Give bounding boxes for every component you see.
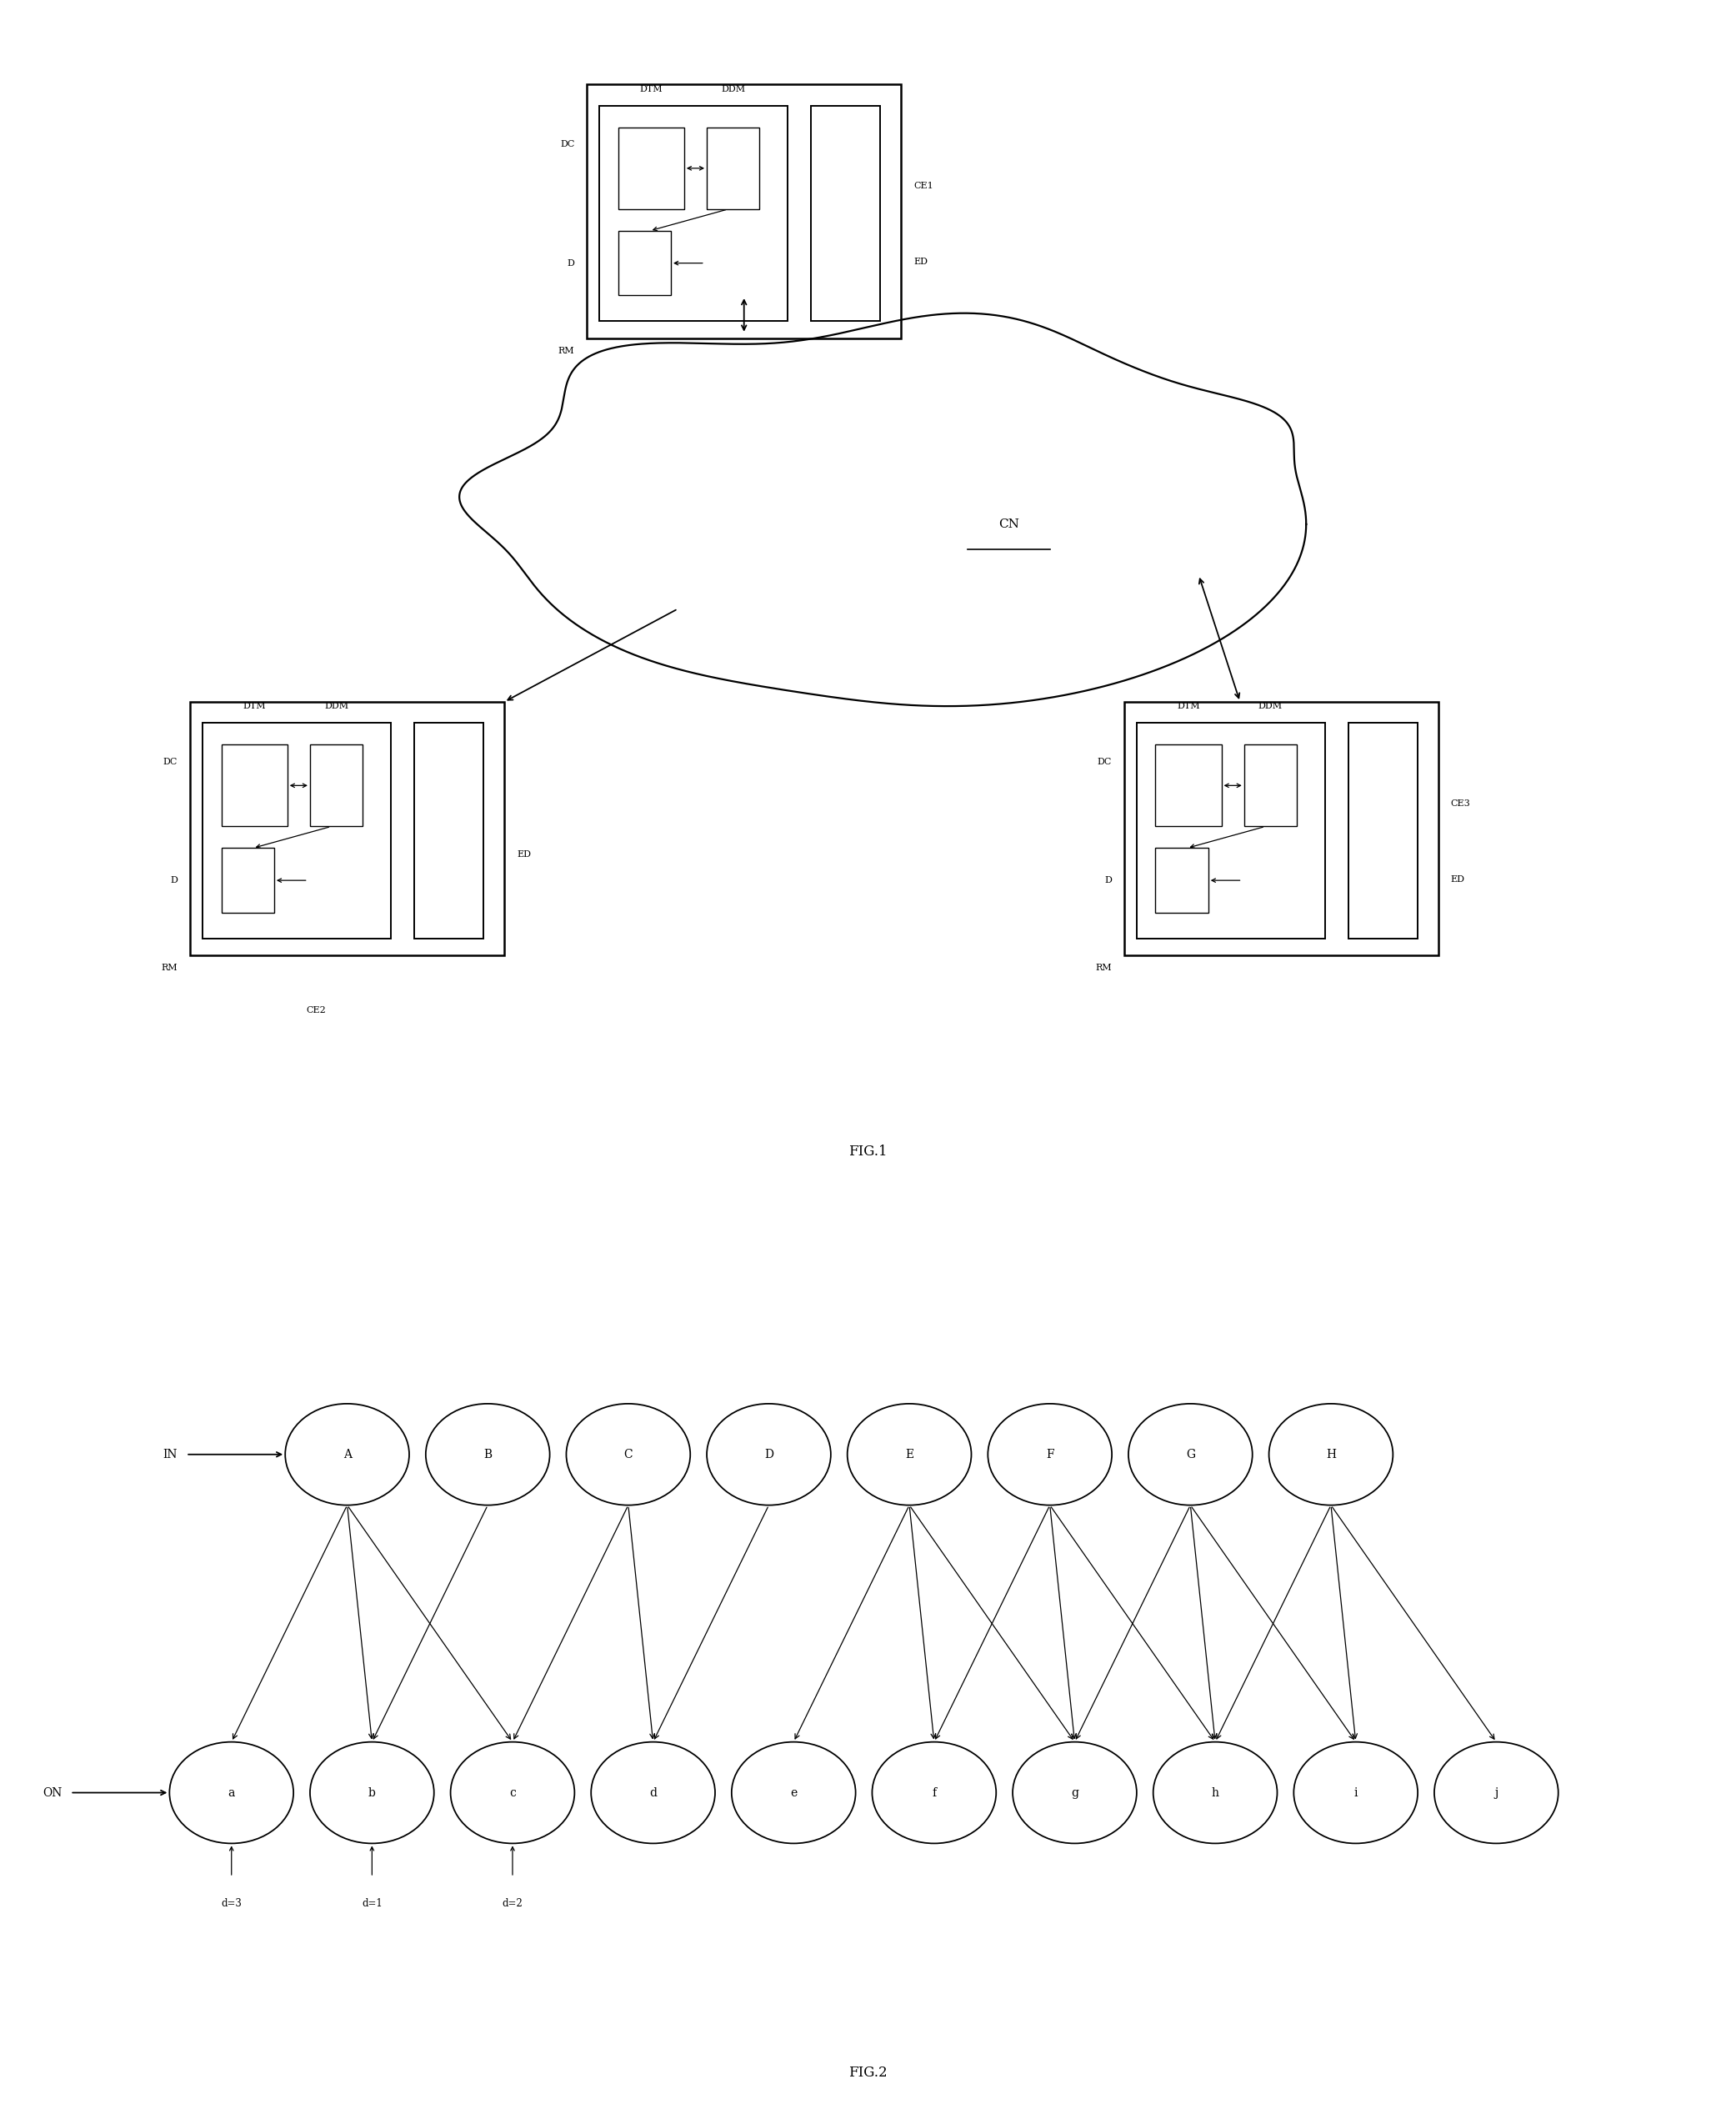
Ellipse shape <box>1269 1404 1392 1505</box>
Text: b: b <box>368 1786 375 1799</box>
Ellipse shape <box>425 1404 550 1505</box>
Text: B: B <box>484 1448 491 1461</box>
Bar <box>811 106 880 321</box>
Ellipse shape <box>731 1742 856 1843</box>
Text: DC: DC <box>1097 757 1111 765</box>
Bar <box>587 85 901 338</box>
Text: DDM: DDM <box>720 85 745 93</box>
Text: RM: RM <box>559 347 575 355</box>
Text: D: D <box>1104 875 1111 884</box>
Text: d=2: d=2 <box>502 1898 523 1909</box>
Text: G: G <box>1186 1448 1194 1461</box>
Text: DTM: DTM <box>639 85 663 93</box>
Text: FIG.2: FIG.2 <box>849 2065 887 2080</box>
Ellipse shape <box>590 1742 715 1843</box>
Text: ON: ON <box>42 1786 62 1799</box>
Text: CE2: CE2 <box>306 1006 326 1015</box>
Text: RM: RM <box>1095 964 1111 972</box>
Text: f: f <box>932 1786 936 1799</box>
Ellipse shape <box>988 1404 1111 1505</box>
Ellipse shape <box>566 1404 691 1505</box>
Ellipse shape <box>451 1742 575 1843</box>
Text: j: j <box>1495 1786 1498 1799</box>
Bar <box>1349 723 1418 939</box>
Text: CN: CN <box>998 518 1019 531</box>
Ellipse shape <box>707 1404 832 1505</box>
Text: FIG.1: FIG.1 <box>849 1144 887 1158</box>
Text: DDM: DDM <box>325 702 349 710</box>
Text: g: g <box>1071 1786 1078 1799</box>
Bar <box>1137 723 1325 939</box>
Ellipse shape <box>1128 1404 1252 1505</box>
Text: D: D <box>568 258 575 266</box>
Bar <box>707 127 760 209</box>
Text: CE3: CE3 <box>1451 799 1470 808</box>
Text: ED: ED <box>913 258 927 266</box>
Ellipse shape <box>1153 1742 1278 1843</box>
Ellipse shape <box>871 1742 996 1843</box>
Text: H: H <box>1326 1448 1337 1461</box>
Text: C: C <box>623 1448 632 1461</box>
Text: h: h <box>1212 1786 1219 1799</box>
Bar <box>311 744 363 827</box>
Bar <box>191 702 503 956</box>
Text: DTM: DTM <box>243 702 266 710</box>
Bar <box>415 723 483 939</box>
Bar <box>203 723 391 939</box>
Text: F: F <box>1045 1448 1054 1461</box>
Text: DTM: DTM <box>1177 702 1200 710</box>
Text: DDM: DDM <box>1259 702 1283 710</box>
Ellipse shape <box>170 1742 293 1843</box>
Polygon shape <box>460 313 1305 706</box>
Text: c: c <box>509 1786 516 1799</box>
Text: a: a <box>227 1786 234 1799</box>
Text: DC: DC <box>561 140 575 148</box>
Bar <box>1156 848 1208 913</box>
Text: CE1: CE1 <box>913 182 934 190</box>
Ellipse shape <box>1434 1742 1559 1843</box>
Bar <box>618 230 670 296</box>
Text: d=3: d=3 <box>220 1898 241 1909</box>
Text: e: e <box>790 1786 797 1799</box>
Text: A: A <box>344 1448 351 1461</box>
Text: d=1: d=1 <box>361 1898 382 1909</box>
Text: E: E <box>904 1448 913 1461</box>
Text: RM: RM <box>161 964 177 972</box>
Text: i: i <box>1354 1786 1358 1799</box>
Text: IN: IN <box>163 1448 177 1461</box>
Text: ED: ED <box>517 850 531 858</box>
Bar <box>618 127 684 209</box>
Text: D: D <box>170 875 177 884</box>
Bar <box>599 106 788 321</box>
Text: d: d <box>649 1786 656 1799</box>
Bar <box>1245 744 1297 827</box>
Text: DC: DC <box>163 757 177 765</box>
Text: D: D <box>764 1448 773 1461</box>
Ellipse shape <box>1012 1742 1137 1843</box>
Bar <box>222 848 274 913</box>
Ellipse shape <box>285 1404 410 1505</box>
Ellipse shape <box>311 1742 434 1843</box>
Bar <box>1125 702 1439 956</box>
Ellipse shape <box>1293 1742 1418 1843</box>
Bar <box>1156 744 1222 827</box>
Ellipse shape <box>847 1404 972 1505</box>
Text: ED: ED <box>1451 875 1465 884</box>
Bar <box>222 744 288 827</box>
